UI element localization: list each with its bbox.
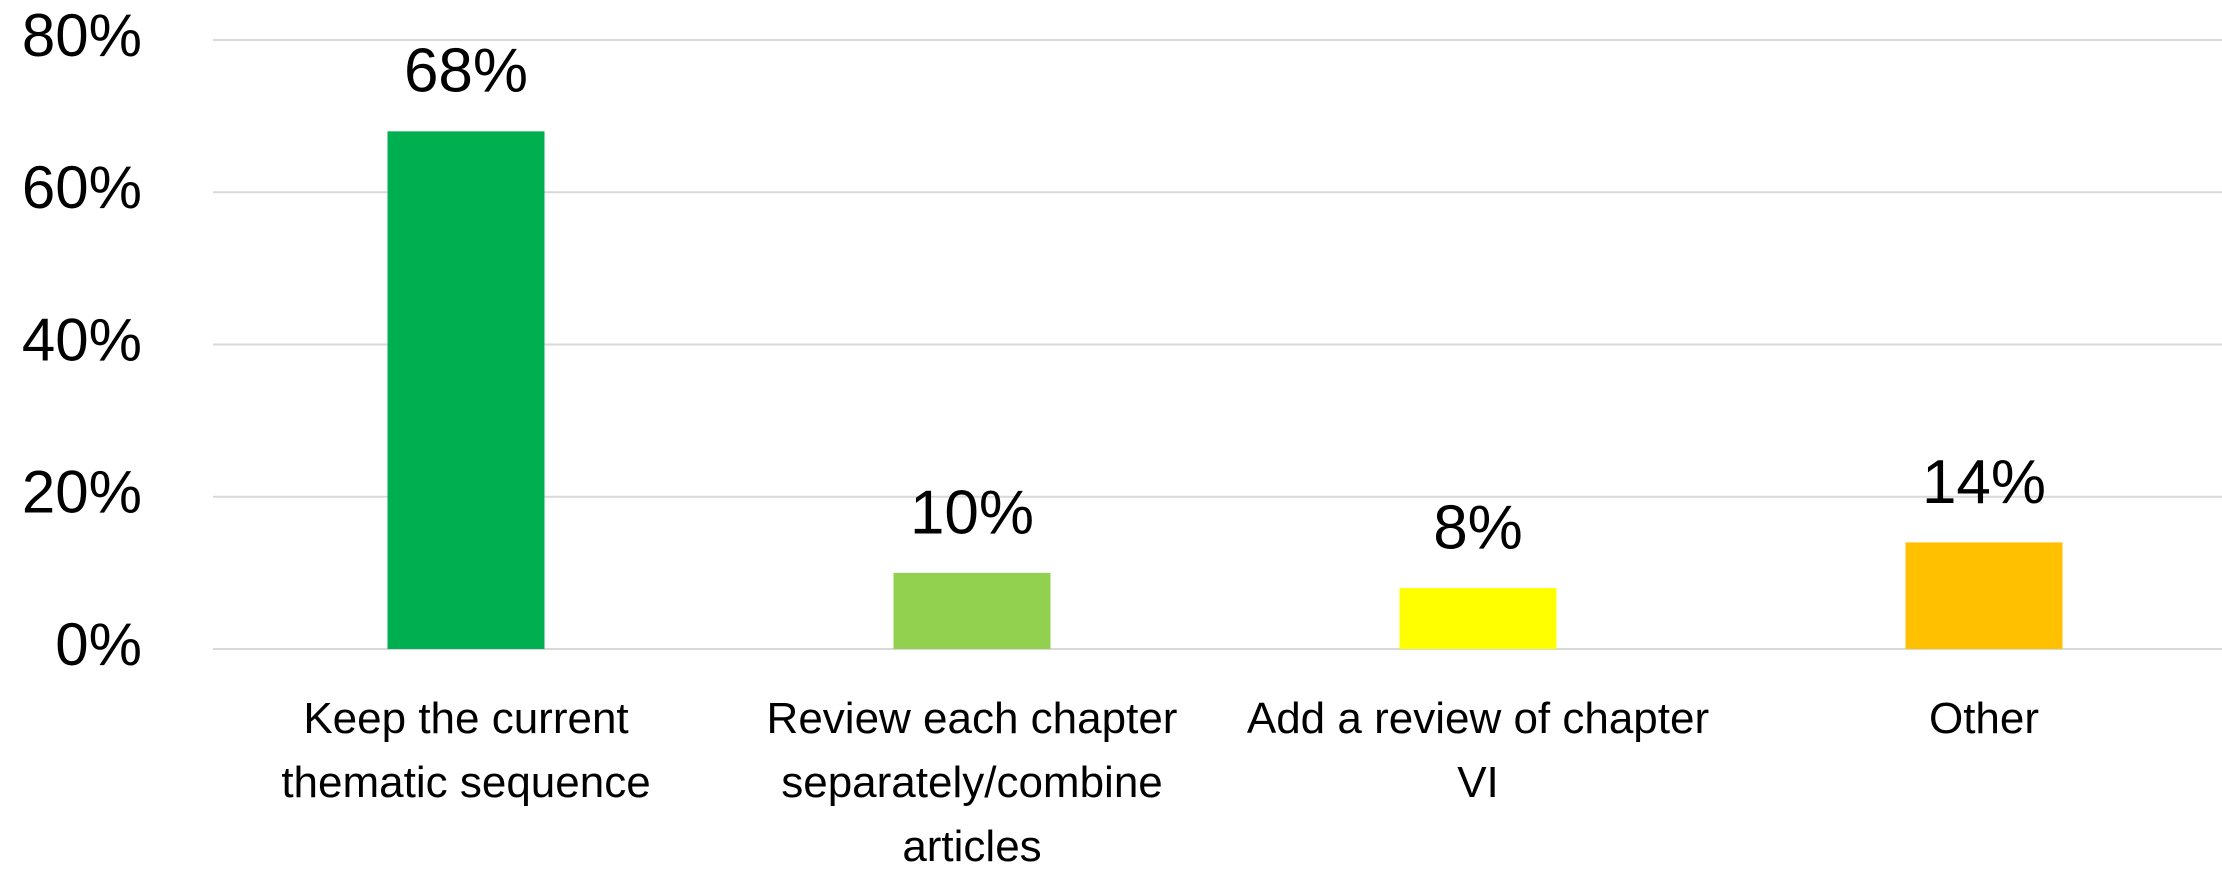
y-tick-label: 20% xyxy=(22,459,142,526)
x-tick-label: Add a review of chapter VI xyxy=(1246,694,1710,807)
x-tick-label: Other xyxy=(1928,694,2040,743)
bar xyxy=(1399,588,1557,649)
y-tick-label: 0% xyxy=(55,611,142,678)
data-label: 14% xyxy=(1922,448,2046,517)
x-tick-label: Keep the current thematic sequence xyxy=(281,694,651,807)
x-tick-label: Review each chapter separately/combine a… xyxy=(766,694,1178,870)
data-label: 10% xyxy=(910,478,1034,547)
y-tick-label: 60% xyxy=(22,154,142,221)
data-label: 68% xyxy=(404,37,528,106)
bar xyxy=(1905,542,2063,649)
y-tick-label: 40% xyxy=(22,306,142,373)
bar xyxy=(893,572,1051,649)
bar xyxy=(387,131,545,650)
data-label: 8% xyxy=(1433,493,1523,562)
y-tick-label: 80% xyxy=(22,2,142,69)
